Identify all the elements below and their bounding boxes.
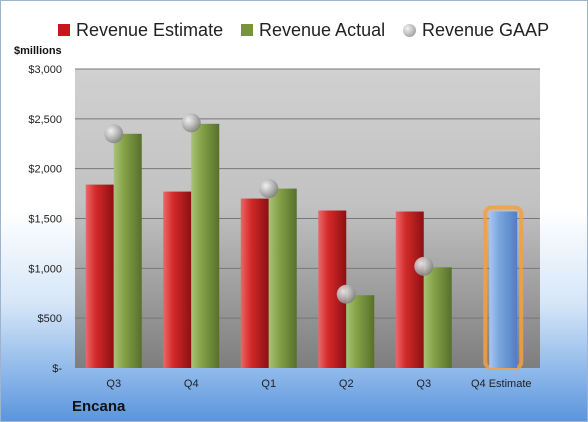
legend-item-estimate: Revenue Estimate (58, 17, 223, 43)
bar-actual (113, 133, 142, 368)
legend-item-gaap: Revenue GAAP (403, 17, 549, 43)
y-tick-label: $1,000 (28, 263, 62, 275)
gaap-marker (181, 113, 201, 133)
y-tick-label: $2,500 (28, 114, 62, 126)
gaap-marker (414, 256, 434, 276)
y-axis-ticks: $- $500 $1,000 $1,500 $2,000 $2,500 $3,000 (28, 64, 62, 375)
legend-label-actual: Revenue Actual (259, 19, 386, 40)
y-tick-label: $2,000 (28, 164, 62, 176)
bar-estimate (395, 211, 424, 368)
gaap-marker (336, 284, 356, 304)
y-tick-label: $3,000 (28, 64, 62, 76)
legend-swatch-estimate (58, 24, 70, 36)
gaap-marker (259, 179, 279, 199)
y-tick-label: $- (52, 363, 62, 375)
x-tick-label: Q2 (339, 378, 354, 390)
legend-swatch-actual (241, 24, 253, 36)
bar-estimate-future (489, 211, 518, 368)
y-axis-unit-label: $millions (14, 45, 62, 57)
bar-actual (191, 123, 220, 368)
legend-item-actual: Revenue Actual (241, 17, 385, 43)
bar-estimate (240, 198, 269, 368)
company-name: Encana (72, 398, 126, 415)
x-tick-label: Q3 (106, 378, 121, 390)
y-tick-label: $500 (38, 313, 62, 325)
x-tick-label: Q4 (184, 378, 199, 390)
gaap-markers (104, 113, 434, 304)
bar-estimate (85, 184, 114, 368)
bar-actual (423, 267, 452, 368)
bar-actual (268, 188, 297, 368)
gridlines (75, 68, 540, 319)
bar-estimate (163, 191, 192, 368)
y-tick-label: $1,500 (28, 214, 62, 226)
x-tick-label: Q3 (416, 378, 431, 390)
legend-label-estimate: Revenue Estimate (76, 19, 224, 40)
legend-swatch-gaap (403, 23, 416, 37)
bars (85, 123, 524, 370)
x-axis-ticks: Q3 Q4 Q1 Q2 Q3 Q4 Estimate (106, 378, 531, 390)
x-tick-label: Q4 Estimate (471, 378, 532, 390)
legend: Revenue Estimate Revenue Actual Revenue … (1, 17, 587, 43)
legend-label-gaap: Revenue GAAP (422, 19, 550, 40)
gaap-marker (104, 124, 124, 144)
x-tick-label: Q1 (261, 378, 276, 390)
bar-actual (346, 295, 375, 368)
